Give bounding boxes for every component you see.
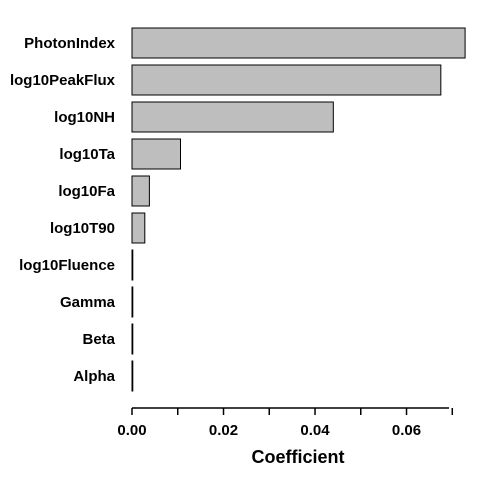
bar-photonindex bbox=[132, 28, 465, 58]
category-label-beta: Beta bbox=[82, 331, 115, 348]
category-labels: PhotonIndex log10PeakFlux log10NH log10Ta lo… bbox=[10, 35, 116, 385]
bar-alpha bbox=[132, 361, 133, 391]
category-label-gamma: Gamma bbox=[60, 294, 116, 311]
bar-beta bbox=[132, 324, 133, 354]
x-tick-label: 0.04 bbox=[300, 422, 330, 439]
x-tick-label: 0.02 bbox=[209, 422, 238, 439]
category-label-log10ta: log10Ta bbox=[59, 146, 115, 163]
bar-gamma bbox=[132, 287, 133, 317]
x-axis-title: Coefficient bbox=[251, 447, 344, 467]
x-axis: 0.00 0.02 0.04 0.06 bbox=[117, 408, 452, 439]
category-label-log10t90: log10T90 bbox=[50, 220, 115, 237]
category-label-log10nh: log10NH bbox=[54, 109, 115, 126]
bar-log10ta bbox=[132, 139, 180, 169]
x-tick-label: 0.00 bbox=[117, 422, 146, 439]
category-label-alpha: Alpha bbox=[73, 368, 115, 385]
bar-log10fa bbox=[132, 176, 149, 206]
category-label-log10peakflux: log10PeakFlux bbox=[10, 72, 116, 89]
x-tick-label: 0.06 bbox=[392, 422, 421, 439]
bar-log10t90 bbox=[132, 213, 145, 243]
bar-log10nh bbox=[132, 102, 333, 132]
category-label-log10fluence: log10Fluence bbox=[19, 257, 115, 274]
bars bbox=[132, 28, 465, 391]
category-label-log10fa: log10Fa bbox=[58, 183, 115, 200]
bar-log10peakflux bbox=[132, 65, 441, 95]
category-label-photonindex: PhotonIndex bbox=[24, 35, 115, 52]
bar-log10fluence bbox=[132, 250, 133, 280]
